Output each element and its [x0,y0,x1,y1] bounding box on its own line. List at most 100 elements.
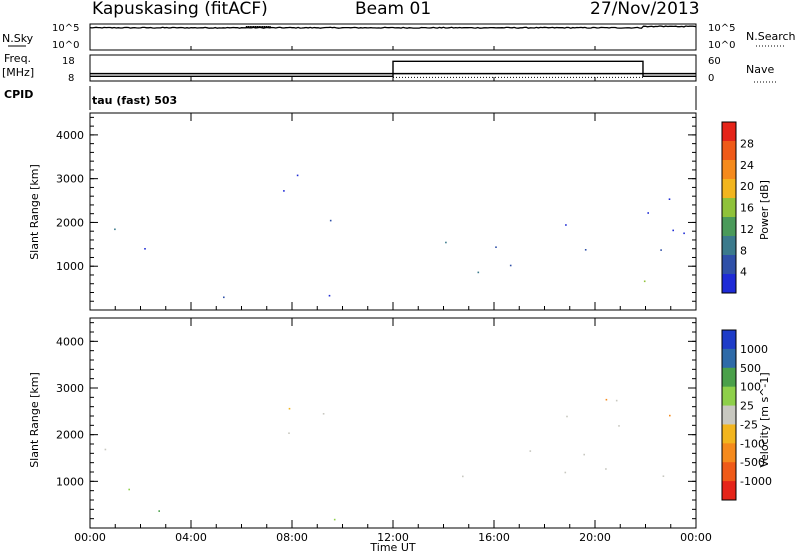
velocity-colorbar: 1000 500 100 25 -25 -100 -500 -1000 [721,329,772,501]
velocity-y-axis: 1000 2000 3000 4000 [56,322,696,529]
colorbar-tick-label: 16 [740,202,754,215]
echo-cell [683,232,685,235]
echo-cell [584,249,587,251]
echo-cell [223,296,225,299]
colorbar-tick-label: 1000 [740,343,768,356]
colorbar-swatch [722,330,736,350]
colorbar-tick-label: 8 [740,244,747,257]
power-colorbar: 4 8 12 16 20 24 28 [721,121,754,294]
x-axis: 00:00 04:00 08:00 12:00 16:00 20:00 00:00 [74,46,712,544]
colorbar-swatch [722,348,736,369]
x-axis-label: Time UT [369,541,415,554]
freq-trace [90,60,696,78]
x-tick-label: 00:00 [74,531,106,544]
colorbar-swatch [722,217,736,237]
freq-unit-label: [MHz] [2,66,34,79]
echo-cell [114,228,116,231]
velocity-echoes [104,398,671,521]
colorbar-swatch [722,122,736,142]
echo-cell [322,413,325,415]
y-tick-label: 3000 [56,382,84,395]
echo-cell [288,432,290,434]
colorbar-tick-label: 28 [740,137,754,150]
echo-cell [296,174,299,177]
echo-cell [669,414,671,417]
echo-cell [477,271,480,274]
y-tick-label: 4000 [56,335,84,348]
colorbar-tick-label: -100 [740,437,765,450]
y-tick-label: 1000 [56,475,84,488]
echo-cell [647,212,649,214]
echo-cell [566,415,568,418]
nave-lo-label: 0 [708,73,714,84]
colorbar-swatch [722,141,736,161]
echo-cell [660,249,662,251]
colorbar-tick-label: 100 [740,381,761,394]
colorbar-swatch [722,160,736,180]
nave-line [90,60,696,78]
nsky-line [89,25,697,29]
power-panel [89,112,697,311]
colorbar-tick-label: 24 [740,159,754,172]
colorbar-tick-label: -500 [740,456,765,469]
echo-cell [583,453,585,456]
x-tick-label: 04:00 [175,531,207,544]
colorbar-swatch [722,255,736,275]
y-tick-label: 2000 [56,429,84,442]
colorbar-swatch [722,367,736,388]
x-tick-label: 00:00 [680,531,712,544]
nsky-hi-label: 10^5 [52,23,79,34]
echo-cell [672,229,674,232]
echo-cell [328,294,331,297]
echo-cell [529,450,532,452]
echo-cell [643,280,646,283]
y-tick-label: 2000 [56,216,84,229]
colorbar-tick-label: 25 [740,400,754,413]
colorbar-tick-label: 500 [740,362,761,375]
echo-cell [128,488,130,491]
power-echoes [114,174,685,299]
echo-cell [662,475,665,477]
nsearch-hi-label: 10^5 [708,23,735,34]
cpid-value: tau (fast) 503 [92,94,177,107]
colorbar-tick-label: -1000 [740,475,772,488]
freq-hi-label: 18 [62,56,75,67]
x-tick-label: 16:00 [478,531,510,544]
colorbar-swatch [722,274,736,294]
power-ylabel: Slant Range [km] [28,164,41,260]
colorbar-tick-label: 20 [740,180,754,193]
y-tick-label: 1000 [56,260,84,273]
echo-cell [333,518,336,521]
power-colorbar-label: Power [dB] [758,180,771,240]
colorbar-frame [721,121,737,294]
freq-label: Freq. [4,52,31,65]
x-tick-label: 08:00 [276,531,308,544]
echo-cell [462,475,464,478]
y-tick-label: 3000 [56,173,84,186]
echo-cell [288,407,291,410]
echo-cell [509,264,512,267]
colorbar-swatch [722,198,736,218]
colorbar-frame [721,329,737,501]
colorbar-swatch [722,462,736,482]
nave-label: Nave [746,63,774,76]
freq-lo-label: 8 [68,73,74,84]
echo-cell [618,425,620,427]
nsky-lo-label: 10^0 [52,40,79,51]
echo-cell [283,190,285,192]
echo-cell [605,398,608,401]
colorbar-tick-label: -25 [740,418,758,431]
nave-hi-label: 60 [708,56,721,67]
colorbar-tick-label: 4 [740,266,747,279]
echo-cell [565,224,567,226]
colorbar-swatch [722,443,736,463]
echo-cell [104,448,107,451]
x-tick-label: 12:00 [377,531,409,544]
nsearch-lo-label: 10^0 [708,40,735,51]
echo-cell [329,219,332,222]
y-tick-label: 4000 [56,129,84,142]
echo-cell [564,471,567,474]
nsky-trace [89,25,697,29]
echo-cell [605,468,607,470]
